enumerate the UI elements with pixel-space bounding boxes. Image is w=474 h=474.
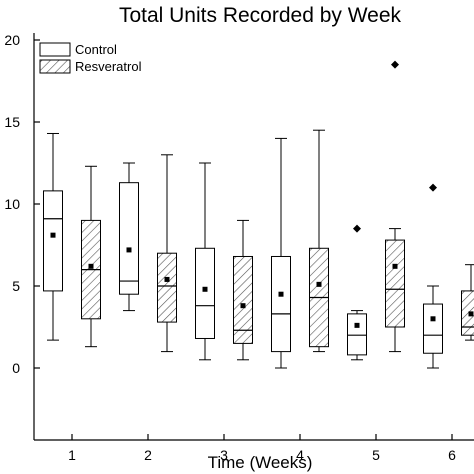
y-ticks: 0 5 10 15 20 <box>4 32 40 376</box>
box-iqr <box>157 252 177 323</box>
box-control-week-1 <box>43 132 63 341</box>
mean-marker <box>354 322 360 328</box>
mean-marker <box>278 291 284 297</box>
box-control-week-4 <box>271 137 291 369</box>
mean-marker <box>430 316 436 322</box>
x-tick-label: 3 <box>220 447 228 463</box>
outlier-point <box>429 183 437 192</box>
box-resveratrol-week-2 <box>157 154 177 353</box>
y-tick-label: 0 <box>12 360 20 376</box>
mean-marker <box>164 276 170 282</box>
mean-marker <box>50 232 56 238</box>
box-iqr <box>233 255 253 344</box>
mean-marker <box>88 263 94 269</box>
mean-marker <box>468 311 474 317</box>
box-resveratrol-week-6 <box>461 264 474 341</box>
box-control-week-6 <box>423 183 443 369</box>
box-control-week-3 <box>195 162 215 361</box>
x-axis-title: Time (Weeks) <box>208 453 313 472</box>
x-tick-label: 4 <box>296 447 304 463</box>
box-iqr <box>461 290 474 336</box>
x-tick-label: 1 <box>68 447 76 463</box>
chart-title: Total Units Recorded by Week <box>119 4 402 27</box>
box-iqr <box>347 313 367 356</box>
legend-swatch-resveratrol <box>39 59 71 74</box>
legend-swatch-control <box>39 42 71 57</box>
mean-marker <box>392 263 398 269</box>
mean-marker <box>240 303 246 309</box>
box-resveratrol-week-4 <box>309 129 329 353</box>
y-tick-label: 10 <box>4 196 20 212</box>
x-tick-label: 6 <box>448 447 456 463</box>
boxes <box>43 60 474 369</box>
mean-marker <box>126 247 132 253</box>
box-resveratrol-week-1 <box>81 165 101 348</box>
box-control-week-5 <box>347 224 367 361</box>
box-iqr <box>119 182 139 295</box>
box-iqr <box>43 190 63 292</box>
legend: Control Resveratrol <box>39 42 142 74</box>
y-tick-label: 15 <box>4 114 20 130</box>
outlier-point <box>353 224 361 233</box>
box-iqr <box>195 247 215 339</box>
y-tick-label: 20 <box>4 32 20 48</box>
box-iqr <box>271 255 291 353</box>
box-control-week-2 <box>119 162 139 312</box>
legend-label-resveratrol: Resveratrol <box>75 59 142 74</box>
mean-marker <box>202 286 208 292</box>
box-iqr <box>423 303 443 354</box>
outlier-point <box>391 60 399 69</box>
x-ticks: 1 2 3 4 5 6 <box>68 434 456 463</box>
box-resveratrol-week-3 <box>233 219 253 361</box>
y-tick-label: 5 <box>12 278 20 294</box>
x-tick-label: 5 <box>372 447 380 463</box>
legend-label-control: Control <box>75 42 117 57</box>
mean-marker <box>316 281 322 287</box>
box-resveratrol-week-5 <box>385 60 405 353</box>
box-iqr <box>385 239 405 328</box>
axes <box>33 33 474 441</box>
x-tick-label: 2 <box>144 447 152 463</box>
